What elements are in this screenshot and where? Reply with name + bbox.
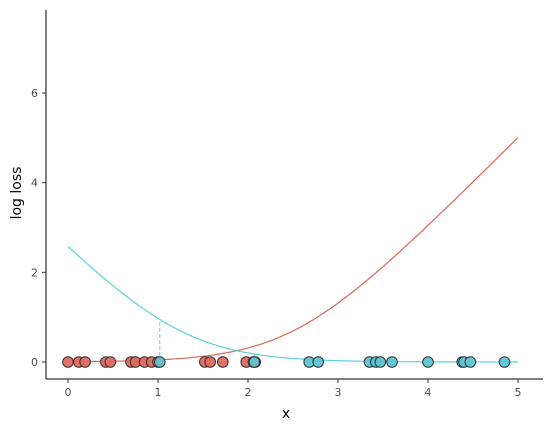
cyan-data-point [154,356,166,368]
red-data-point [62,356,74,368]
x-tick-label: 5 [515,386,522,399]
cyan-data-point [498,356,511,368]
cyan-data-point [464,356,477,368]
x-tick-label: 3 [335,386,342,399]
y-tick-label: 0 [31,356,38,369]
x-tick-label: 2 [245,386,252,399]
y-tick-label: 4 [31,177,38,190]
x-tick-label: 0 [65,386,72,399]
red-data-point [104,356,117,368]
cyan-data-point [374,356,387,368]
y-axis-title: log loss [9,167,25,220]
red-data-point [79,356,91,368]
curves-layer [67,137,519,363]
cyan-data-point [248,356,261,368]
cyan-data-point [422,356,434,368]
cyan-data-point [312,356,325,368]
cyan-data-point [386,356,398,368]
x-tick-label: 1 [155,386,162,399]
y-tick-label: 6 [31,87,38,100]
red-data-point [217,356,229,368]
red-loss-curve [67,137,519,363]
x-tick-label: 4 [425,386,432,399]
points-layer [62,356,511,368]
axes-layer [45,10,543,380]
residual-lines-layer [159,319,319,362]
cyan-loss-curve [67,245,519,363]
x-axis-title: x [282,406,290,422]
ticks-layer: 0 1 2 3 4 5 0 2 4 6 [31,87,522,399]
red-data-point [204,356,216,368]
y-tick-label: 2 [31,266,38,279]
